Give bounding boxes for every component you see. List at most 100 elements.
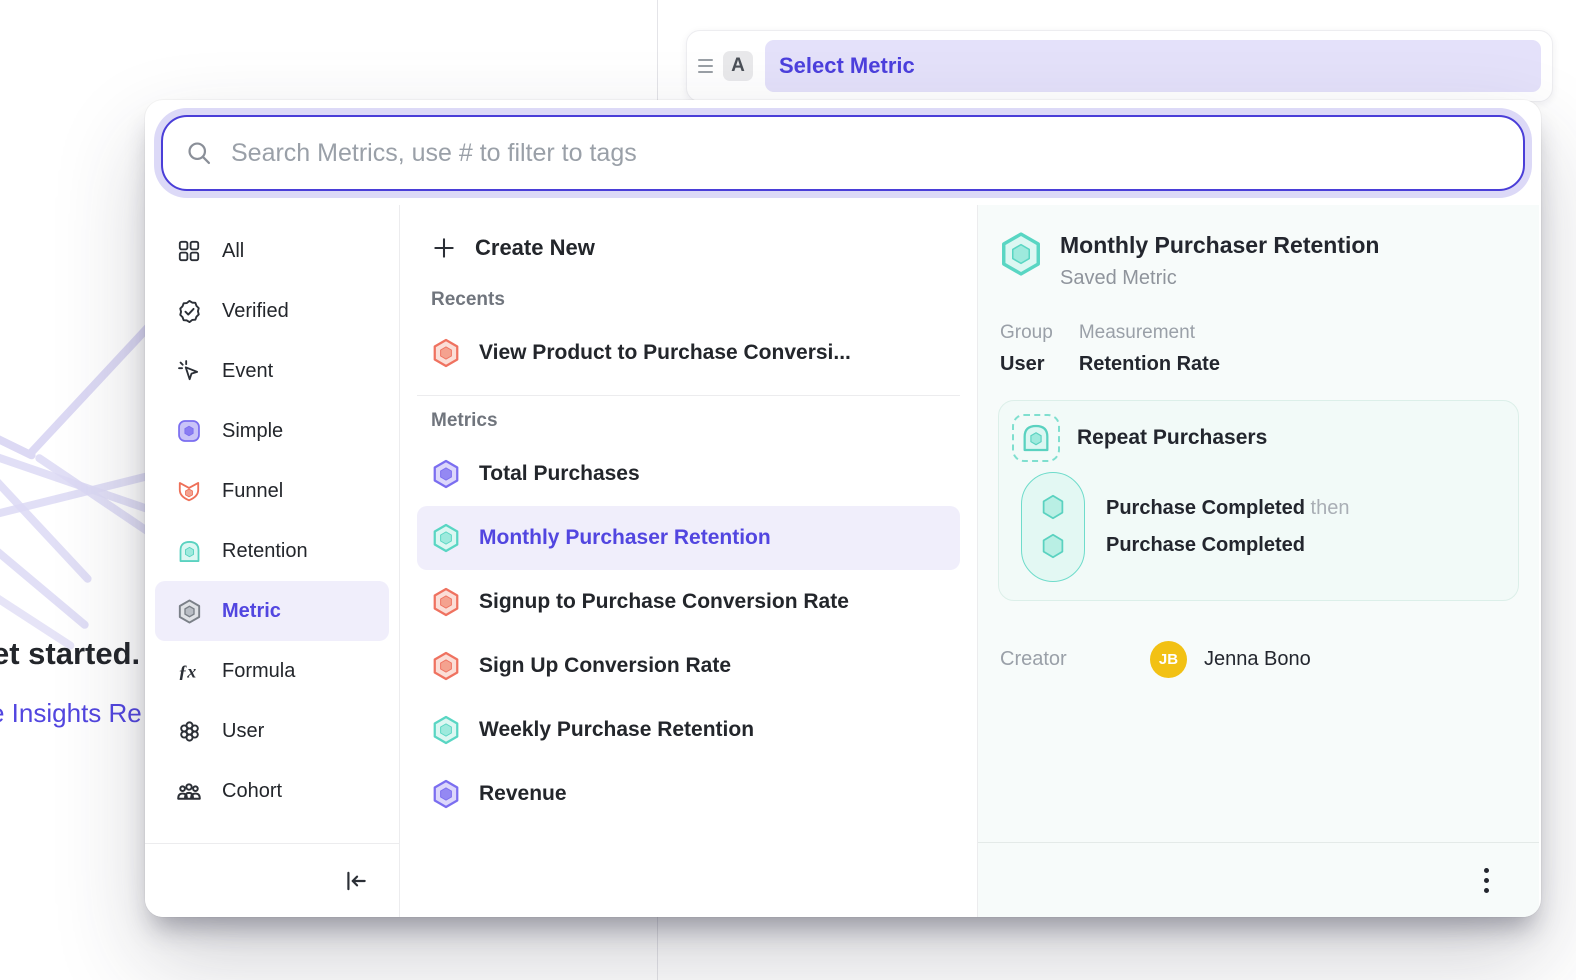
metric-row[interactable]: Revenue xyxy=(417,762,960,826)
step-two: Purchase Completed xyxy=(1106,534,1349,557)
sidebar-item-label: Funnel xyxy=(222,480,283,503)
background-chart-illustration xyxy=(0,0,146,980)
metric-hexagon-icon xyxy=(431,779,461,809)
detail-header: Monthly Purchaser Retention Saved Metric xyxy=(998,231,1519,290)
background-heading: et started. xyxy=(0,636,140,672)
detail-title: Monthly Purchaser Retention xyxy=(1060,231,1379,260)
metric-row[interactable]: Signup to Purchase Conversion Rate xyxy=(417,570,960,634)
creator-avatar: JB xyxy=(1150,641,1187,678)
collapse-icon xyxy=(343,868,369,894)
sidebar-item-cohort[interactable]: Cohort xyxy=(155,761,389,821)
simple-icon xyxy=(175,417,203,445)
sidebar-item-label: User xyxy=(222,720,264,743)
metric-hexagon-icon xyxy=(998,231,1044,277)
metric-item-label: Weekly Purchase Retention xyxy=(479,718,754,742)
metric-row[interactable]: Sign Up Conversion Rate xyxy=(417,634,960,698)
metric-hexagon-icon xyxy=(431,459,461,489)
sidebar-item-metric[interactable]: Metric xyxy=(155,581,389,641)
verified-icon xyxy=(175,297,203,325)
metric-hexagon-icon xyxy=(431,523,461,553)
metrics-list: Total Purchases Monthly Purchaser Retent… xyxy=(417,442,960,826)
metric-picker-modal: All Verified Event Simple Funnel Retenti… xyxy=(145,100,1541,917)
measurement-label: Measurement xyxy=(1079,322,1220,344)
metric-row[interactable]: Total Purchases xyxy=(417,442,960,506)
metric-row[interactable]: Weekly Purchase Retention xyxy=(417,698,960,762)
sidebar-item-retention[interactable]: Retention xyxy=(155,521,389,581)
metric-hexagon-icon xyxy=(431,651,461,681)
metric-item-label: Revenue xyxy=(479,782,567,806)
detail-subtitle: Saved Metric xyxy=(1060,267,1379,290)
recent-metric-row[interactable]: View Product to Purchase Conversi... xyxy=(417,321,960,385)
definition-name: Repeat Purchasers xyxy=(1077,426,1267,450)
definition-card: Repeat Purchasers Purchase Completed the… xyxy=(998,400,1519,601)
plus-icon xyxy=(431,235,457,261)
sidebar-list: All Verified Event Simple Funnel Retenti… xyxy=(145,221,399,821)
search-icon xyxy=(185,139,213,167)
sidebar-item-event[interactable]: Event xyxy=(155,341,389,401)
svg-text:ƒx: ƒx xyxy=(178,661,196,681)
funnel-icon xyxy=(175,477,203,505)
metric-detail-panel: Monthly Purchaser Retention Saved Metric… xyxy=(978,205,1539,917)
creator-label: Creator xyxy=(1000,648,1150,671)
sidebar-item-label: Simple xyxy=(222,420,283,443)
series-letter-badge: A xyxy=(723,51,753,81)
sidebar-item-user[interactable]: User xyxy=(155,701,389,761)
filter-sidebar: All Verified Event Simple Funnel Retenti… xyxy=(145,205,400,917)
repeat-purchasers-icon xyxy=(1012,414,1060,462)
select-metric-bar: A Select Metric xyxy=(686,30,1553,102)
sidebar-item-label: Formula xyxy=(222,660,295,683)
creator-row: Creator JB Jenna Bono xyxy=(998,641,1519,678)
creator-name: Jenna Bono xyxy=(1204,648,1311,671)
metric-hexagon-icon xyxy=(431,715,461,745)
retention-icon xyxy=(175,537,203,565)
detail-meta: Group User Measurement Retention Rate xyxy=(998,322,1519,376)
formula-icon: ƒx xyxy=(175,657,203,685)
create-new-label: Create New xyxy=(475,235,595,261)
metric-hexagon-icon xyxy=(431,587,461,617)
sidebar-item-label: Verified xyxy=(222,300,289,323)
step-one: Purchase Completed then xyxy=(1106,497,1349,520)
search-input[interactable] xyxy=(231,139,1501,168)
sidebar-item-label: Metric xyxy=(222,600,281,623)
cohort-icon xyxy=(175,777,203,805)
grid-icon xyxy=(175,237,203,265)
metric-item-label: View Product to Purchase Conversi... xyxy=(479,341,851,365)
metric-list-panel: Create New Recents View Product to Purch… xyxy=(400,205,978,917)
user-icon xyxy=(175,717,203,745)
metric-row[interactable]: Monthly Purchaser Retention xyxy=(417,506,960,570)
metrics-header: Metrics xyxy=(417,398,960,442)
select-metric-pill[interactable]: Select Metric xyxy=(765,40,1541,92)
list-divider xyxy=(417,395,960,396)
metric-hexagon-icon xyxy=(431,338,461,368)
event-icon xyxy=(175,357,203,385)
background-insights-link[interactable]: e Insights Re xyxy=(0,698,142,729)
metric-item-label: Monthly Purchaser Retention xyxy=(479,526,771,550)
sidebar-item-label: All xyxy=(222,240,244,263)
group-label: Group xyxy=(1000,322,1053,344)
sidebar-item-label: Retention xyxy=(222,540,308,563)
sidebar-item-label: Event xyxy=(222,360,273,383)
metric-item-label: Sign Up Conversion Rate xyxy=(479,654,731,678)
group-value: User xyxy=(1000,353,1053,376)
sidebar-footer xyxy=(145,843,399,917)
search-field[interactable] xyxy=(161,115,1525,191)
sidebar-item-verified[interactable]: Verified xyxy=(155,281,389,341)
metric-icon xyxy=(175,597,203,625)
sidebar-item-label: Cohort xyxy=(222,780,282,803)
drag-handle-icon[interactable] xyxy=(698,59,713,73)
more-options-button[interactable] xyxy=(1478,862,1495,899)
retention-steps-pill xyxy=(1021,472,1085,582)
measurement-value: Retention Rate xyxy=(1079,353,1220,376)
recents-header: Recents xyxy=(417,277,960,321)
metric-item-label: Signup to Purchase Conversion Rate xyxy=(479,590,849,614)
select-metric-label: Select Metric xyxy=(779,53,915,79)
sidebar-item-simple[interactable]: Simple xyxy=(155,401,389,461)
collapse-sidebar-button[interactable] xyxy=(339,864,373,898)
sidebar-item-funnel[interactable]: Funnel xyxy=(155,461,389,521)
sidebar-item-all[interactable]: All xyxy=(155,221,389,281)
sidebar-item-formula[interactable]: ƒx Formula xyxy=(155,641,389,701)
step-connector: then xyxy=(1311,497,1350,519)
metric-item-label: Total Purchases xyxy=(479,462,640,486)
detail-footer xyxy=(978,842,1539,917)
create-new-button[interactable]: Create New xyxy=(417,219,960,277)
